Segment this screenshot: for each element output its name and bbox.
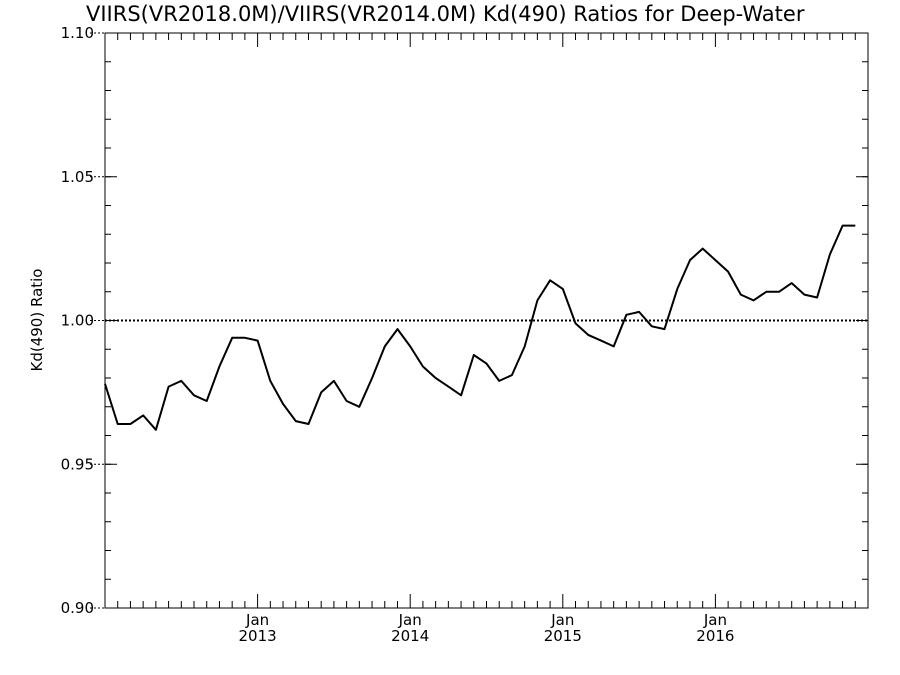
- y-tick-label: 1.05: [61, 168, 94, 186]
- x-tick-label-month: Jan: [703, 611, 727, 629]
- x-tick-label-month: Jan: [245, 611, 269, 629]
- y-tick-label: 0.90: [61, 599, 94, 617]
- x-tick-label-year: 2013: [239, 627, 277, 645]
- y-axis: 0.90 0.95 1.00 1.05 1.10: [61, 24, 868, 617]
- series-group: [104, 224, 856, 431]
- y-tick-label: 1.00: [61, 312, 94, 330]
- chart-title: VIIRS(VR2018.0M)/VIIRS(VR2014.0M) Kd(490…: [86, 2, 805, 26]
- x-tick-label-year: 2015: [544, 627, 582, 645]
- y-tick-label: 1.10: [61, 24, 94, 42]
- y-axis-label: Kd(490) Ratio: [28, 269, 46, 372]
- x-tick-label-month: Jan: [550, 611, 574, 629]
- x-tick-label-month: Jan: [398, 611, 422, 629]
- data-line: [104, 224, 856, 431]
- x-tick-label-year: 2014: [391, 627, 429, 645]
- y-tick-label: 0.95: [61, 455, 94, 473]
- x-tick-label-year: 2016: [696, 627, 734, 645]
